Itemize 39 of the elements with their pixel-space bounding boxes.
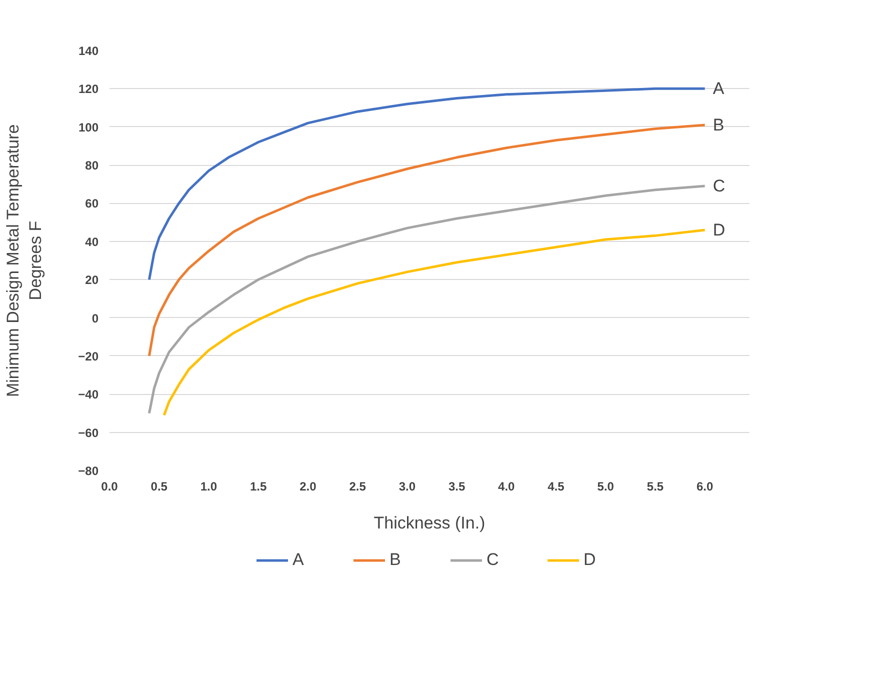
x-tick-label: 3.5 (448, 480, 466, 494)
y-tick-label: 140 (78, 44, 99, 58)
line-series (148, 124, 706, 358)
y-tick-label: 100 (78, 120, 99, 134)
line-series (148, 87, 706, 281)
y-tick-label: −20 (78, 349, 99, 364)
y-tick-label: 20 (85, 273, 99, 288)
text: C (712, 176, 726, 196)
text: B (712, 115, 724, 134)
x-tick-label: 1.0 (200, 480, 218, 494)
x-tick-label: 3.0 (398, 480, 416, 494)
legend-label: B (390, 550, 402, 570)
y-tick-label: −80 (78, 464, 99, 478)
x-tick-label: 2.0 (300, 480, 317, 494)
legend-label: C (486, 550, 500, 570)
y-tick-label: −60 (78, 426, 99, 440)
x-tick-label: 4.0 (498, 480, 516, 494)
x-tick-label: 0.0 (101, 480, 118, 494)
text: A (712, 79, 724, 98)
x-tick-label: 0.5 (150, 480, 168, 494)
text: D (712, 220, 726, 240)
x-axis-title: Thickness (In.) (374, 514, 486, 532)
y-tick-label: 120 (78, 82, 99, 96)
y-tick-label: 80 (85, 158, 99, 173)
y-tick-label: 60 (85, 196, 99, 211)
x-tick-label: 4.5 (548, 480, 565, 494)
x-tick-label: 6.0 (696, 480, 714, 494)
y-tick-label: 40 (85, 234, 99, 249)
x-tick-label: 1.5 (250, 480, 268, 494)
x-tick-label: 5.5 (646, 480, 664, 494)
y-tick-label: 0 (92, 311, 99, 326)
line-series (162, 228, 706, 416)
line-series (148, 184, 706, 414)
y-tick-label: −40 (78, 388, 99, 402)
x-tick-label: 5.0 (597, 480, 614, 494)
legend-label: D (584, 550, 597, 570)
x-tick-label: 2.5 (349, 480, 366, 494)
y-axis-title: Minimum Design Metal Temperature Degrees F (3, 124, 46, 398)
legend-label: A (292, 550, 305, 570)
